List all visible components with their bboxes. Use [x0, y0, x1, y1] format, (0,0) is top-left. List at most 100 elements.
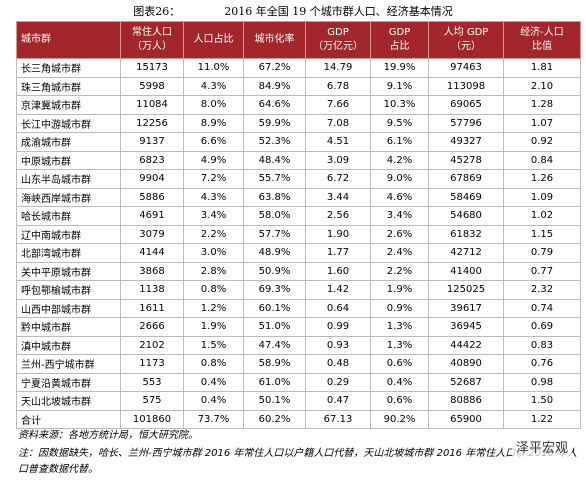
cell: 京津冀城市群	[16, 95, 121, 115]
table-row: 哈长城市群 4691 3.4% 58.0% 2.56 3.4% 54680 1.02	[16, 206, 581, 226]
header-cell: 常住人口 （万人）	[120, 21, 184, 59]
header-text: 常住人口	[132, 27, 172, 38]
cell: 3.44	[305, 187, 371, 207]
table-row: 山东半岛城市群 9904 7.2% 55.7% 6.72 9.0% 67869 1.26	[16, 169, 581, 189]
cell: 1.42	[305, 280, 371, 300]
table-row: 成渝城市群 9137 6.6% 52.3% 4.51 6.1% 49327 0.92	[16, 132, 581, 152]
cell: 61832	[428, 224, 504, 244]
cell: 5886	[120, 187, 184, 207]
cell: 宁夏沿黄城市群	[16, 372, 121, 392]
watermark: 泽平宏观	[511, 435, 572, 458]
cell: 0.6%	[370, 391, 429, 411]
cell: 6.72	[305, 169, 371, 189]
cell: 67869	[428, 169, 504, 189]
table-row: 滇中城市群 2102 1.5% 47.4% 0.93 1.3% 44422 0.83	[16, 335, 581, 355]
cell: 67.13	[305, 409, 371, 429]
table-row: 呼包鄂榆城市群 1138 0.8% 69.3% 1.42 1.9% 125025 2.32	[16, 280, 581, 300]
header-cell: 人均 GDP （元）	[428, 21, 504, 59]
cell: 80886	[428, 391, 504, 411]
cell: 1.26	[503, 169, 581, 189]
table-row: 兰州-西宁城市群 1173 0.8% 58.9% 0.48 0.6% 40890 0.76	[16, 354, 581, 374]
cell: 8.0%	[183, 95, 244, 115]
cell: 1.2%	[183, 298, 244, 318]
cell: 1.3%	[370, 317, 429, 337]
table-row: 长三角城市群 15173 11.0% 67.2% 14.79 19.9% 97463 1.81	[16, 58, 581, 78]
cell: 59.9%	[243, 113, 306, 133]
table-row: 京津冀城市群 11084 8.0% 64.6% 7.66 10.3% 69065 1.28	[16, 95, 581, 115]
cell: 9137	[120, 132, 184, 152]
cell: 1.77	[305, 243, 371, 263]
cell: 0.93	[305, 335, 371, 355]
data-table: 城市群 常住人口 （万人） 人口占比 城市化率 GDP （万亿元） GDP 占比 人均 GDP （元…	[16, 21, 581, 429]
cell: 3.4%	[370, 206, 429, 226]
cell: 58469	[428, 187, 504, 207]
cell: 9.5%	[370, 113, 429, 133]
cell: 12256	[120, 113, 184, 133]
cell: 49327	[428, 132, 504, 152]
cell: 1.81	[503, 58, 581, 78]
cell: 6.1%	[370, 132, 429, 152]
cell: 4.9%	[183, 150, 244, 170]
cell: 55.7%	[243, 169, 306, 189]
cell: 113098	[428, 76, 504, 96]
header-text: 城市化率	[254, 34, 295, 45]
header-cell: 城市化率	[243, 21, 306, 59]
cell: 2666	[120, 317, 184, 337]
header-cell: 城市群	[16, 21, 121, 59]
cell: 60.2%	[243, 409, 306, 429]
cell: 中原城市群	[16, 150, 121, 170]
table-row: 合计 101860 73.7% 60.2% 67.13 90.2% 65900 1.22	[16, 409, 581, 429]
cell: 0.84	[503, 150, 581, 170]
cell: 4.3%	[183, 76, 244, 96]
cell: 61.0%	[243, 372, 306, 392]
cell: 36945	[428, 317, 504, 337]
cell: 9904	[120, 169, 184, 189]
table-row: 黔中城市群 2666 1.9% 51.0% 0.99 1.3% 36945 0.69	[16, 317, 581, 337]
cell: 90.2%	[370, 409, 429, 429]
cell: 1.22	[503, 409, 581, 429]
cell: 0.6%	[370, 354, 429, 374]
cell: 14.79	[305, 58, 371, 78]
cell: 0.74	[503, 298, 581, 318]
cell: 0.64	[305, 298, 371, 318]
cell: 0.48	[305, 354, 371, 374]
header-cell: GDP （万亿元）	[305, 21, 371, 59]
cell: 1611	[120, 298, 184, 318]
cell: 0.69	[503, 317, 581, 337]
cell: 11084	[120, 95, 184, 115]
cell: 北部湾城市群	[16, 243, 121, 263]
table-row: 辽中南城市群 3079 2.2% 57.7% 1.90 2.6% 61832 1.15	[16, 224, 581, 244]
cell: 65900	[428, 409, 504, 429]
cell: 52.3%	[243, 132, 306, 152]
cell: 125025	[428, 280, 504, 300]
cell: 1.60	[305, 261, 371, 281]
cell: 4.2%	[370, 150, 429, 170]
cell: 辽中南城市群	[16, 224, 121, 244]
cell: 1138	[120, 280, 184, 300]
table-row: 长江中游城市群 12256 8.9% 59.9% 7.08 9.5% 57796 1.07	[16, 113, 581, 133]
header-text: GDP	[327, 27, 349, 38]
cell: 7.08	[305, 113, 371, 133]
cell: 0.76	[503, 354, 581, 374]
header-text: 城市群	[21, 34, 51, 45]
cell: 11.0%	[183, 58, 244, 78]
cell: 4691	[120, 206, 184, 226]
cell: 50.9%	[243, 261, 306, 281]
cell: 1.9%	[370, 280, 429, 300]
cell: 575	[120, 391, 184, 411]
cell: 4.51	[305, 132, 371, 152]
cell: 64.6%	[243, 95, 306, 115]
cell: 1.02	[503, 206, 581, 226]
cell: 63.8%	[243, 187, 306, 207]
cell: 60.1%	[243, 298, 306, 318]
cell: 6.6%	[183, 132, 244, 152]
cell: 0.9%	[370, 298, 429, 318]
cell: 2102	[120, 335, 184, 355]
cell: 哈长城市群	[16, 206, 121, 226]
title: 图表26： 2016 年全国 19 个城市群人口、经济基本情况	[0, 3, 586, 19]
table-row: 中原城市群 6823 4.9% 48.4% 3.09 4.2% 45278 0.84	[16, 150, 581, 170]
cell: 0.47	[305, 391, 371, 411]
source: 资料来源：各地方统计局，恒大研究院。	[18, 430, 198, 441]
cell: 40890	[428, 354, 504, 374]
